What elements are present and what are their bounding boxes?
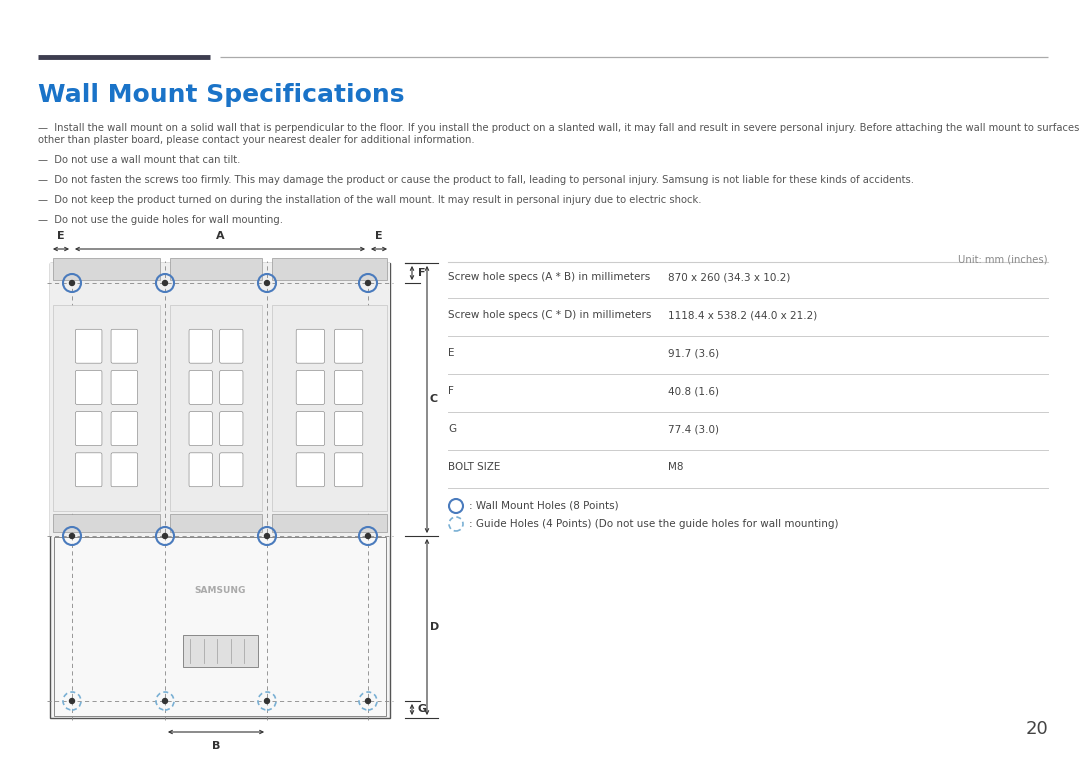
Text: 40.8 (1.6): 40.8 (1.6): [669, 386, 719, 396]
Text: G: G: [418, 704, 427, 714]
Circle shape: [69, 533, 75, 539]
FancyBboxPatch shape: [219, 453, 243, 487]
Circle shape: [365, 281, 370, 285]
Text: G: G: [448, 424, 456, 434]
Text: Unit: mm (inches): Unit: mm (inches): [959, 255, 1048, 265]
Circle shape: [162, 533, 167, 539]
FancyBboxPatch shape: [76, 330, 102, 363]
FancyBboxPatch shape: [335, 371, 363, 404]
FancyBboxPatch shape: [111, 330, 137, 363]
Text: Screw hole specs (A * B) in millimeters: Screw hole specs (A * B) in millimeters: [448, 272, 650, 282]
Bar: [272, 258, 387, 280]
Circle shape: [365, 698, 370, 703]
Bar: [272, 514, 387, 532]
FancyBboxPatch shape: [111, 412, 137, 446]
FancyBboxPatch shape: [219, 330, 243, 363]
FancyBboxPatch shape: [76, 412, 102, 446]
FancyBboxPatch shape: [296, 412, 324, 446]
Text: —  Do not use the guide holes for wall mounting.: — Do not use the guide holes for wall mo…: [38, 215, 283, 225]
Bar: [53, 258, 160, 280]
Bar: [272, 305, 387, 511]
FancyBboxPatch shape: [189, 453, 213, 487]
Bar: [53, 305, 160, 511]
Text: 870 x 260 (34.3 x 10.2): 870 x 260 (34.3 x 10.2): [669, 272, 791, 282]
FancyBboxPatch shape: [76, 453, 102, 487]
Circle shape: [265, 533, 270, 539]
Circle shape: [69, 281, 75, 285]
Text: : Guide Holes (4 Points) (Do not use the guide holes for wall mounting): : Guide Holes (4 Points) (Do not use the…: [469, 519, 838, 529]
FancyBboxPatch shape: [111, 453, 137, 487]
Circle shape: [162, 281, 167, 285]
Text: 77.4 (3.0): 77.4 (3.0): [669, 424, 719, 434]
Text: B: B: [212, 741, 220, 751]
Circle shape: [162, 698, 167, 703]
Bar: [183, 635, 257, 667]
Text: F: F: [448, 386, 454, 396]
FancyBboxPatch shape: [296, 371, 324, 404]
Bar: [53, 514, 160, 532]
FancyBboxPatch shape: [219, 412, 243, 446]
FancyBboxPatch shape: [296, 453, 324, 487]
FancyBboxPatch shape: [189, 412, 213, 446]
Text: E: E: [57, 231, 65, 241]
FancyBboxPatch shape: [219, 371, 243, 404]
Bar: [170, 258, 262, 280]
Bar: [54, 537, 386, 716]
Text: 20: 20: [1025, 720, 1048, 738]
Text: C: C: [430, 394, 438, 404]
FancyBboxPatch shape: [335, 330, 363, 363]
Text: F: F: [418, 268, 426, 278]
Text: 1118.4 x 538.2 (44.0 x 21.2): 1118.4 x 538.2 (44.0 x 21.2): [669, 310, 818, 320]
FancyBboxPatch shape: [296, 330, 324, 363]
Circle shape: [265, 698, 270, 703]
FancyBboxPatch shape: [111, 371, 137, 404]
Circle shape: [265, 281, 270, 285]
Bar: [50, 263, 390, 718]
Text: M8: M8: [669, 462, 684, 472]
FancyBboxPatch shape: [189, 330, 213, 363]
Text: —  Install the wall mount on a solid wall that is perpendicular to the floor. If: — Install the wall mount on a solid wall…: [38, 123, 1079, 145]
FancyBboxPatch shape: [76, 371, 102, 404]
FancyBboxPatch shape: [335, 453, 363, 487]
Text: E: E: [375, 231, 382, 241]
Text: —  Do not use a wall mount that can tilt.: — Do not use a wall mount that can tilt.: [38, 155, 241, 165]
Text: —  Do not fasten the screws too firmly. This may damage the product or cause the: — Do not fasten the screws too firmly. T…: [38, 175, 914, 185]
FancyBboxPatch shape: [189, 371, 213, 404]
Circle shape: [365, 533, 370, 539]
Text: : Wall Mount Holes (8 Points): : Wall Mount Holes (8 Points): [469, 501, 619, 511]
Text: Screw hole specs (C * D) in millimeters: Screw hole specs (C * D) in millimeters: [448, 310, 651, 320]
Bar: [170, 514, 262, 532]
Text: D: D: [430, 622, 440, 632]
Bar: [170, 305, 262, 511]
Text: Wall Mount Specifications: Wall Mount Specifications: [38, 83, 405, 107]
Text: SAMSUNG: SAMSUNG: [194, 586, 245, 595]
Text: A: A: [216, 231, 225, 241]
Circle shape: [69, 698, 75, 703]
Text: 91.7 (3.6): 91.7 (3.6): [669, 348, 719, 358]
Text: —  Do not keep the product turned on during the installation of the wall mount. : — Do not keep the product turned on duri…: [38, 195, 702, 205]
Bar: [50, 263, 390, 536]
FancyBboxPatch shape: [335, 412, 363, 446]
Text: BOLT SIZE: BOLT SIZE: [448, 462, 500, 472]
Text: E: E: [448, 348, 455, 358]
